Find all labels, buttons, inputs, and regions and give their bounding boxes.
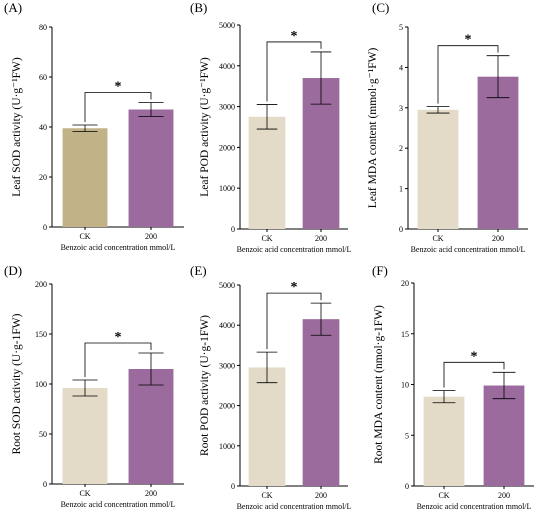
y-tick-label: 1000 xyxy=(219,442,235,451)
panel-label: (C) xyxy=(372,0,389,15)
y-tick-label: 2 xyxy=(399,144,403,153)
y-axis-label: Leaf SOD activity (U·g⁻¹FW) xyxy=(11,57,23,197)
y-tick-label: 150 xyxy=(35,330,47,339)
y-tick-label: 4 xyxy=(399,63,403,72)
y-tick-label: 20 xyxy=(39,173,47,182)
y-axis-label: Root POD activity (U·g-1FW) xyxy=(199,315,211,456)
y-tick-label: 15 xyxy=(401,330,409,339)
significance-bracket xyxy=(266,292,322,350)
significance-marker: * xyxy=(291,280,298,295)
y-tick-label: 3000 xyxy=(219,103,235,112)
panel-label: (A) xyxy=(4,0,22,15)
y-tick-label: 100 xyxy=(35,380,47,389)
x-tick-label: 200 xyxy=(315,234,327,243)
x-tick-label: 200 xyxy=(145,232,157,241)
y-tick-label: 80 xyxy=(39,23,47,32)
bar xyxy=(62,128,108,227)
y-tick-label: 3000 xyxy=(219,361,235,370)
chart-panel: (C) 0 1 2 3 4 5 Leaf MDA content (mmol·g⁻¹FW) CK… xyxy=(367,0,528,254)
x-tick-label: CK xyxy=(438,491,449,500)
significance-bracket xyxy=(84,342,152,377)
x-axis-label: Benzoic acid concentration mmol/L xyxy=(61,243,176,252)
significance-marker: * xyxy=(291,29,298,44)
chart-panel: (A) 0 20 40 60 80 Leaf SOD activity (U·g⁻¹FW) C… xyxy=(4,0,184,252)
x-tick-label: 200 xyxy=(315,491,327,500)
x-tick-label: CK xyxy=(79,489,90,498)
significance-marker: * xyxy=(471,349,478,364)
y-tick-label: 5 xyxy=(405,431,409,440)
bar xyxy=(417,109,459,229)
chart-panel: (F) 0 5 10 15 20 Root MDA content (nmol·g-1FW)… xyxy=(372,263,534,511)
y-tick-label: 2000 xyxy=(219,402,235,411)
x-axis-label: Benzoic acid concentration mmol/L xyxy=(237,245,352,254)
y-tick-label: 4000 xyxy=(219,62,235,71)
y-tick-label: 10 xyxy=(401,381,409,390)
x-tick-label: CK xyxy=(261,234,272,243)
significance-marker: * xyxy=(115,330,122,345)
bar xyxy=(423,396,465,486)
y-tick-label: 60 xyxy=(39,73,47,82)
significance-marker: * xyxy=(115,80,122,95)
panel-label: (F) xyxy=(372,263,388,278)
x-tick-label: CK xyxy=(261,491,272,500)
x-axis-label: Benzoic acid concentration mmol/L xyxy=(411,245,526,254)
x-tick-label: CK xyxy=(432,234,443,243)
y-tick-label: 3 xyxy=(399,104,403,113)
bar xyxy=(302,319,340,486)
bar xyxy=(248,116,286,229)
bar xyxy=(477,76,519,229)
x-tick-label: CK xyxy=(79,232,90,241)
y-tick-label: 20 xyxy=(401,279,409,288)
y-tick-label: 0 xyxy=(43,480,47,489)
y-tick-label: 200 xyxy=(35,280,47,289)
x-tick-label: 200 xyxy=(145,489,157,498)
significance-bracket xyxy=(437,45,499,104)
y-tick-label: 4000 xyxy=(219,321,235,330)
y-axis-label: Leaf POD activity (U·g⁻¹FW) xyxy=(199,57,211,197)
y-tick-label: 5000 xyxy=(219,281,235,290)
y-tick-label: 40 xyxy=(39,123,47,132)
y-axis-label: Root SOD activity (U·g-1FW) xyxy=(11,313,23,454)
y-tick-label: 0 xyxy=(399,225,403,234)
panel-label: (B) xyxy=(190,0,207,15)
y-tick-label: 2000 xyxy=(219,143,235,152)
bar xyxy=(128,109,174,227)
x-axis-label: Benzoic acid concentration mmol/L xyxy=(237,502,352,511)
significance-marker: * xyxy=(465,33,472,48)
panel-label: (D) xyxy=(4,263,22,278)
y-tick-label: 0 xyxy=(43,223,47,232)
significance-bracket xyxy=(266,41,322,102)
bar xyxy=(483,385,525,486)
y-tick-label: 5 xyxy=(399,23,403,32)
y-axis-label: Root MDA content (nmol·g-1FW) xyxy=(373,305,385,464)
significance-bracket xyxy=(443,361,505,388)
y-tick-label: 1 xyxy=(399,185,403,194)
significance-bracket xyxy=(84,92,152,122)
bar xyxy=(128,369,174,484)
chart-panel: (E) 0 1000 2000 3000 4000 5000 Root POD activit… xyxy=(190,263,352,511)
y-tick-label: 0 xyxy=(231,225,235,234)
y-tick-label: 0 xyxy=(405,482,409,491)
y-tick-label: 5000 xyxy=(219,21,235,30)
y-axis-label: Leaf MDA content (mmol·g⁻¹FW) xyxy=(367,48,379,209)
y-tick-label: 50 xyxy=(39,430,47,439)
y-tick-label: 0 xyxy=(231,482,235,491)
panel-label: (E) xyxy=(190,263,207,278)
chart-panel: (B) 0 1000 2000 3000 4000 5000 Leaf POD activit… xyxy=(190,0,352,254)
bar xyxy=(248,367,286,486)
chart-panel: (D) 0 50 100 150 200 Root SOD activity (U·g-1F… xyxy=(4,263,184,509)
x-axis-label: Benzoic acid concentration mmol/L xyxy=(61,500,176,509)
x-axis-label: Benzoic acid concentration mmol/L xyxy=(417,502,532,511)
x-tick-label: 200 xyxy=(492,234,504,243)
y-tick-label: 1000 xyxy=(219,184,235,193)
x-tick-label: 200 xyxy=(498,491,510,500)
bar xyxy=(62,388,108,484)
